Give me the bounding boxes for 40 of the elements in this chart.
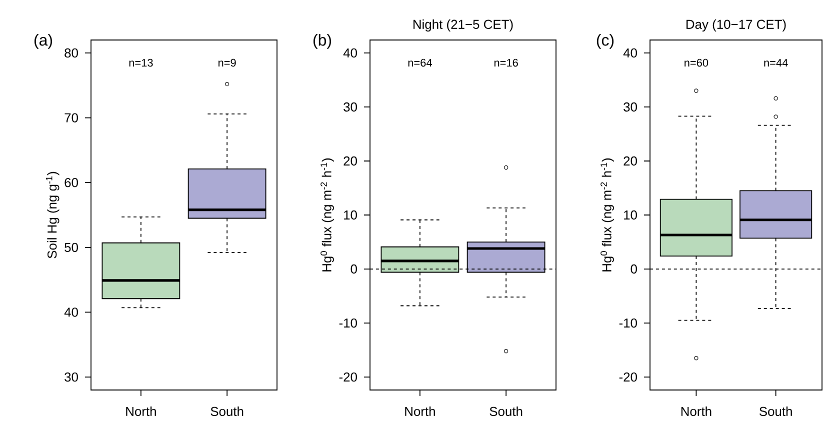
x-tick-label: South — [490, 406, 522, 416]
y-tick-label: 0 — [630, 264, 637, 274]
annotation: n=64 — [408, 58, 432, 67]
y-tick-label: -20 — [339, 372, 357, 382]
y-tick-label: 0 — [350, 264, 357, 274]
y-tick-label: 40 — [64, 308, 78, 317]
x-tick-label: North — [126, 406, 156, 416]
y-tick-label: -10 — [339, 318, 357, 328]
annotation: n=44 — [764, 58, 788, 67]
y-tick-label: 30 — [344, 102, 357, 112]
y-tick-label: 10 — [624, 210, 637, 220]
text: (c) — [596, 34, 614, 49]
y-tick-label: 20 — [624, 156, 637, 166]
y-tick-label: 30 — [64, 372, 78, 382]
y-tick-label: -10 — [619, 318, 637, 328]
y-tick-label: 10 — [344, 210, 357, 220]
y-axis-title: Hg$^{0}$ flux (ng m$^{-2}$ h$^{-1}$) — [600, 158, 614, 272]
annotation: n=9 — [218, 58, 236, 67]
y-axis-title: Hg$^{0}$ flux (ng m$^{-2}$ h$^{-1}$) — [320, 158, 334, 272]
x-tick-label: South — [210, 406, 244, 416]
annotation: n=16 — [494, 58, 518, 67]
y-tick-label: 30 — [624, 102, 637, 112]
text: (b) — [314, 34, 332, 49]
y-tick-label: 80 — [64, 48, 78, 58]
x-tick-label: North — [681, 406, 712, 416]
y-tick-label: 60 — [64, 178, 78, 188]
text: (a) — [34, 34, 52, 49]
y-tick-label: 70 — [64, 113, 78, 122]
chart-title: Day (10−17 CET) — [686, 19, 786, 32]
chart-title: Night (21−5 CET) — [414, 19, 513, 32]
annotation: n=13 — [129, 58, 153, 67]
y-tick-label: 40 — [343, 48, 357, 58]
y-tick-label: 20 — [344, 156, 357, 166]
x-tick-label: North — [405, 406, 435, 416]
y-axis-title: Soil Hg (ng g$^{-1}$) — [46, 172, 60, 258]
y-tick-label: 40 — [623, 48, 637, 58]
x-tick-label: South — [759, 406, 792, 416]
y-tick-label: -20 — [619, 372, 637, 382]
annotation: n=60 — [684, 58, 708, 67]
y-tick-label: 50 — [64, 242, 78, 252]
